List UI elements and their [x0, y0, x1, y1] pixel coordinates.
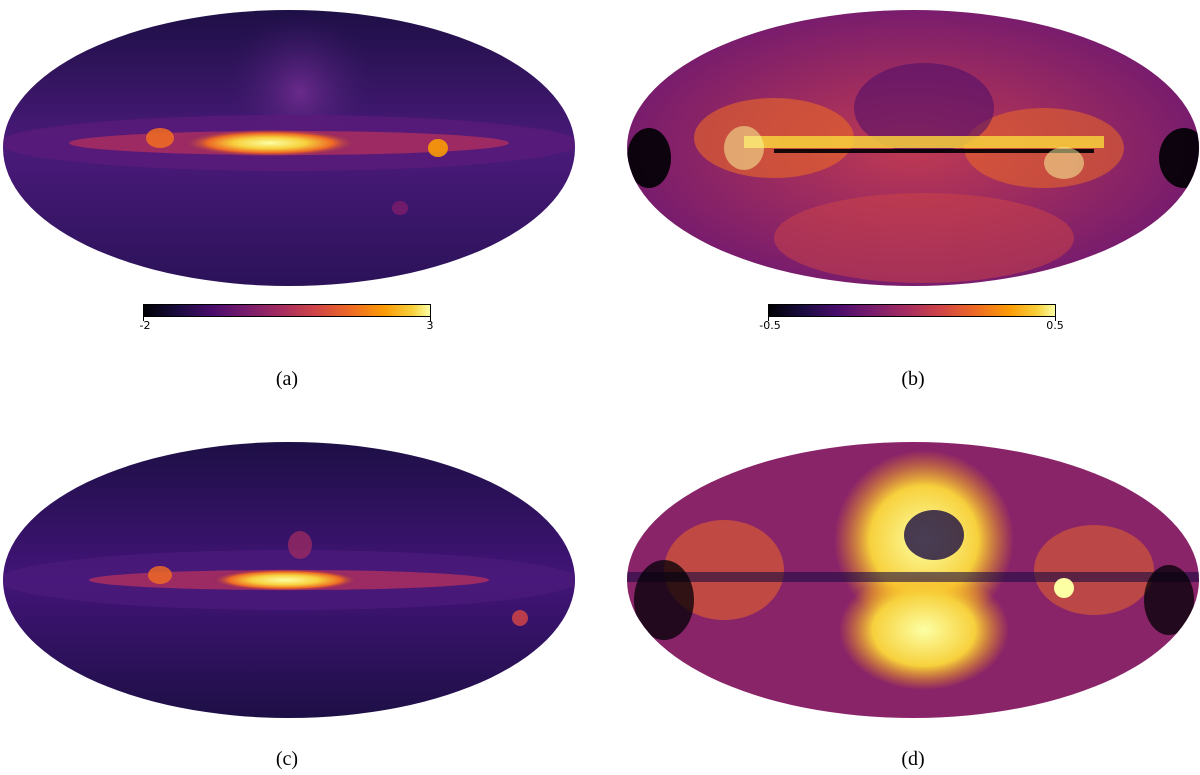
colorbar-a-min-tick	[143, 317, 144, 321]
colorbar-b-min-label: -0.5	[759, 319, 781, 332]
colorbar-a	[143, 304, 431, 317]
caption-a: (a)	[275, 368, 299, 390]
colorbar-a-max-label: 3	[426, 319, 434, 332]
colorbar-b-max-label: 0.5	[1046, 319, 1064, 332]
colorbar-b-min-tick	[768, 317, 769, 321]
caption-c: (c)	[275, 748, 299, 770]
colorbar-b	[768, 304, 1056, 317]
sky-map-d	[627, 442, 1199, 718]
sky-map-b	[627, 10, 1199, 286]
sky-map-a	[3, 10, 575, 286]
caption-d: (d)	[901, 748, 925, 770]
colorbar-a-max-tick	[430, 317, 431, 321]
colorbar-b-max-tick	[1055, 317, 1056, 321]
colorbar-a-min-label: -2	[139, 319, 151, 332]
sky-map-c	[3, 442, 575, 718]
caption-b: (b)	[901, 368, 925, 390]
